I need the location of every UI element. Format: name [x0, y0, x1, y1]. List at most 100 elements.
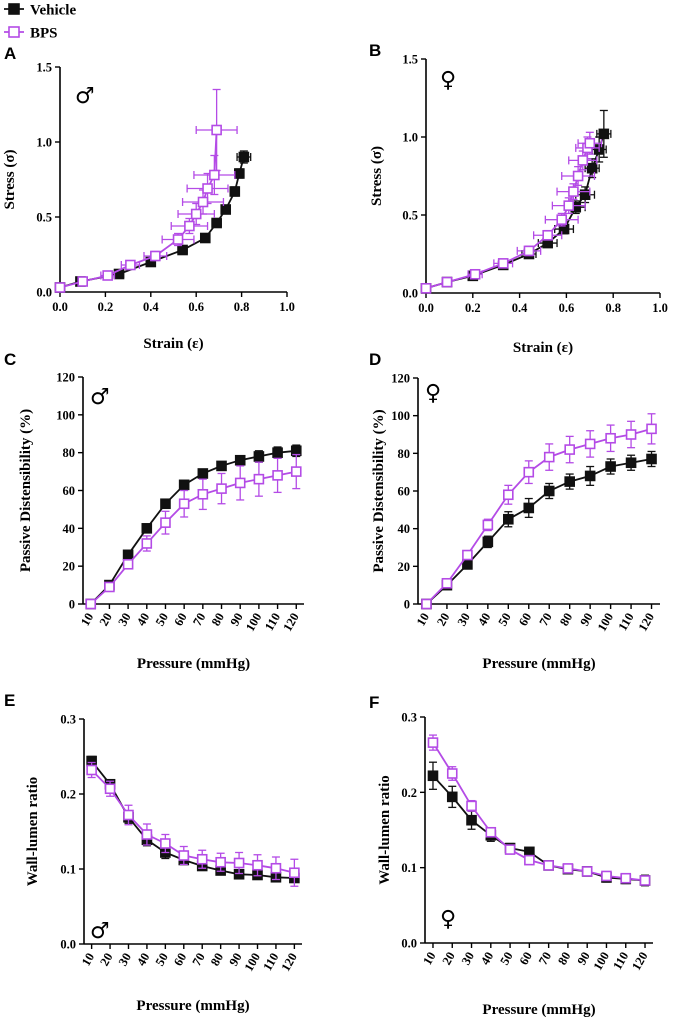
x-tick-label-e: 110 — [260, 951, 281, 974]
data-point-vehicle-c — [160, 498, 171, 510]
x-tick-label-a: 0.0 — [52, 300, 68, 314]
panel-b: B ♀ 0.0 0.5 1.0 1.5 0.0 0.2 0.4 0.6 0.8 1.0 Strain (… — [369, 41, 668, 356]
x-tick-label-b: 0.6 — [559, 301, 575, 315]
series-bps-f — [427, 734, 651, 886]
x-tick-label-e: 50 — [153, 951, 171, 969]
x-tick-label-d: 40 — [475, 611, 493, 629]
series-vehicle-d — [421, 450, 657, 610]
y-tick-label-b: 1.0 — [402, 131, 418, 145]
x-tick-label-c: 10 — [78, 611, 96, 629]
x-tick-label-a: 0.4 — [143, 300, 159, 314]
data-point-vehicle-c — [197, 468, 209, 479]
series-vehicle-f — [427, 761, 651, 887]
x-tick-label-c: 80 — [209, 611, 227, 629]
data-point-vehicle-d — [543, 485, 555, 497]
x-tick-label-f: 90 — [574, 950, 592, 968]
data-point-bps-f — [562, 863, 574, 874]
data-point-vehicle-f — [427, 770, 439, 782]
x-tick-label-d: 30 — [455, 611, 473, 629]
y-tick-label-e: 0.1 — [60, 863, 76, 877]
series-line-bps-e — [90, 769, 295, 874]
data-point-vehicle-f — [446, 791, 458, 803]
y-tick-label-a: 0.0 — [36, 286, 52, 300]
panel-letter-a: A — [4, 44, 16, 63]
data-point-bps-a — [125, 259, 136, 271]
data-point-bps-c — [290, 466, 302, 477]
x-tick-label-e: 70 — [189, 951, 207, 969]
data-point-bps-b — [441, 276, 453, 288]
x-tick-label-d: 50 — [496, 611, 514, 629]
data-point-bps-a — [197, 196, 209, 208]
y-tick-label-c: 20 — [63, 560, 76, 574]
data-point-vehicle-b — [586, 162, 598, 174]
data-point-bps-e — [178, 850, 190, 861]
x-tick-label-d: 60 — [516, 611, 534, 629]
legend-entry-vehicle: Vehicle — [4, 3, 76, 19]
series-bps-e — [86, 761, 300, 887]
data-point-bps-a — [184, 220, 195, 232]
x-tick-label-c: 110 — [262, 611, 283, 634]
panel-a: A ♂ 0.0 0.5 1.0 1.5 0.0 0.2 0.4 0.6 0.8 1.0 Strain (… — [2, 44, 295, 352]
x-tick-label-e: 20 — [97, 951, 115, 969]
data-point-bps-e — [123, 809, 134, 821]
data-point-bps-e — [270, 862, 282, 874]
y-tick-label-d: 0 — [404, 598, 410, 612]
y-tick-label-f: 0.1 — [401, 861, 417, 875]
data-point-bps-e — [196, 853, 208, 865]
x-tick-label-e: 30 — [116, 951, 134, 969]
series-line-vehicle-f — [432, 775, 646, 882]
sex-symbol-c: ♂ — [90, 385, 110, 410]
data-point-vehicle-a — [229, 186, 241, 197]
data-point-bps-d — [625, 429, 637, 440]
x-tick-label-c: 70 — [190, 611, 208, 629]
y-tick-label-c: 120 — [56, 371, 75, 385]
x-tick-label-d: 110 — [616, 611, 637, 634]
data-point-bps-f — [524, 854, 535, 866]
y-tick-label-a: 1.0 — [36, 136, 52, 150]
data-point-vehicle-d — [584, 470, 596, 482]
data-point-vehicle-c — [216, 460, 227, 472]
x-tick-label-f: 80 — [555, 950, 573, 968]
data-point-bps-b — [563, 200, 575, 211]
data-point-vehicle-d — [482, 536, 494, 548]
series-line-bps-d — [425, 428, 652, 605]
y-tick-label-d: 100 — [391, 409, 410, 423]
data-point-bps-a — [202, 183, 213, 194]
data-point-bps-f — [639, 875, 651, 886]
legend-bps-marker — [8, 26, 20, 38]
data-point-bps-f — [581, 866, 593, 877]
data-point-vehicle-c — [272, 447, 283, 458]
y-tick-label-b: 0.0 — [402, 287, 418, 301]
y-axis-title-e: Wall-lumen ratio — [25, 777, 41, 887]
series-line-bps-c — [90, 470, 297, 605]
data-point-vehicle-c — [178, 479, 190, 491]
y-tick-label-c: 80 — [63, 446, 76, 460]
data-point-vehicle-d — [625, 457, 637, 469]
x-tick-label-c: 50 — [153, 611, 171, 629]
data-point-bps-e — [86, 764, 97, 776]
data-point-vehicle-d — [605, 461, 616, 472]
data-point-bps-d — [523, 466, 535, 478]
x-tick-label-e: 90 — [226, 951, 244, 969]
x-axis-title-b: Strain (ε) — [513, 340, 573, 356]
series-line-vehicle-c — [90, 449, 297, 605]
x-axis-title-c: Pressure (mmHg) — [137, 656, 250, 672]
data-point-bps-c — [216, 483, 227, 494]
x-tick-label-d: 20 — [434, 611, 452, 629]
x-tick-label-b: 0.2 — [465, 301, 481, 315]
y-tick-label-e: 0.3 — [60, 713, 76, 727]
x-tick-label-e: 10 — [79, 951, 97, 969]
panel-letter-d: D — [369, 350, 381, 369]
x-tick-label-f: 40 — [478, 950, 496, 968]
x-axis-title-a: Strain (ε) — [143, 336, 203, 352]
y-tick-label-e: 0.2 — [60, 788, 76, 802]
panel-e: E ♂ 0.0 0.1 0.2 0.3 10 20 30 40 50 60 70 80 9010011012… — [4, 691, 302, 1014]
y-tick-label-f: 0.3 — [401, 711, 417, 725]
sex-symbol-e: ♂ — [90, 919, 110, 944]
data-point-bps-a — [150, 250, 161, 262]
x-tick-label-c: 20 — [97, 611, 115, 629]
x-tick-label-e: 80 — [208, 951, 226, 969]
x-tick-label-f: 100 — [591, 950, 612, 973]
data-point-vehicle-a — [234, 168, 245, 179]
